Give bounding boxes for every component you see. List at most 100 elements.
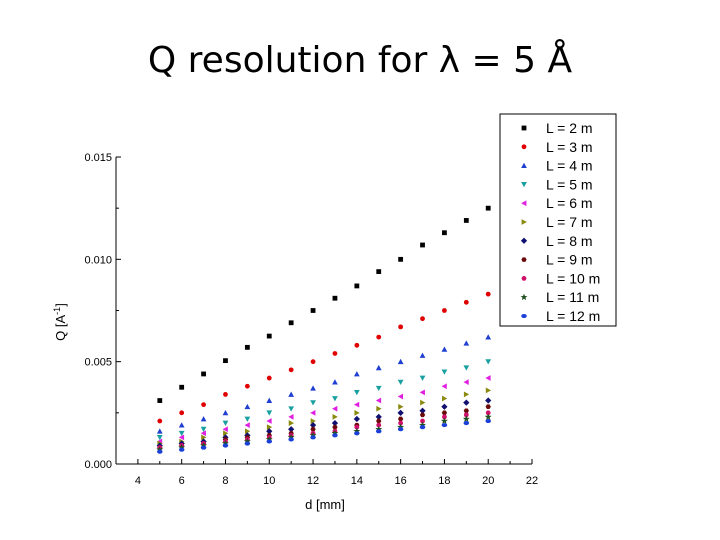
data-point: [397, 416, 404, 422]
data-point: [288, 437, 294, 442]
data-point: [332, 379, 338, 385]
data-point: [442, 308, 447, 313]
data-point: [244, 441, 251, 446]
data-point: [420, 399, 426, 406]
data-point: [266, 418, 272, 424]
data-point: [310, 400, 316, 406]
data-point: [200, 445, 207, 450]
data-point: [200, 441, 208, 449]
x-tick-label: 4: [135, 475, 141, 487]
data-point: [375, 364, 382, 371]
data-point: [485, 404, 491, 409]
data-point: [398, 403, 404, 410]
data-point: [332, 414, 338, 420]
data-point: [354, 342, 360, 348]
data-point: [266, 333, 272, 339]
x-tick-label: 6: [179, 475, 185, 487]
data-point: [353, 401, 360, 408]
data-point: [397, 409, 404, 416]
data-point: [463, 412, 469, 418]
data-point: [375, 429, 382, 434]
legend-label: L = 5 m: [546, 176, 593, 192]
series-11: [157, 418, 491, 454]
data-point: [398, 324, 404, 330]
data-point: [244, 416, 251, 422]
series-9: [157, 410, 491, 451]
data-point: [441, 383, 447, 390]
data-point: [485, 387, 492, 394]
legend-marker: [521, 276, 527, 281]
x-ticks: 4 6 8 10 12 14 16 18 20 22: [115, 459, 538, 487]
data-point: [463, 391, 470, 398]
data-point: [375, 425, 383, 433]
legend-label: L = 12 m: [546, 308, 600, 324]
data-points: [156, 205, 492, 454]
legend-label: L = 9 m: [546, 252, 593, 268]
data-point: [310, 385, 316, 391]
series-4: [156, 359, 492, 441]
data-point: [353, 415, 360, 423]
data-point: [485, 375, 491, 381]
data-point: [419, 375, 426, 381]
data-point: [310, 308, 316, 313]
series-2: [157, 291, 491, 424]
data-point: [201, 371, 206, 377]
data-point: [310, 435, 316, 440]
x-tick-label: 20: [482, 475, 494, 487]
data-point: [288, 367, 294, 373]
legend-label: L = 2 m: [546, 120, 593, 136]
data-point: [420, 242, 425, 248]
series-8: [157, 404, 491, 450]
data-point: [331, 419, 339, 427]
data-point: [376, 405, 382, 412]
y-tick-label: 0.015: [84, 152, 112, 164]
data-point: [222, 426, 228, 433]
data-point: [398, 256, 404, 262]
y-axis-title: Q [A-1]: [52, 303, 68, 341]
data-point: [288, 420, 295, 426]
legend-label: L = 7 m: [546, 214, 593, 230]
data-point: [442, 230, 447, 236]
data-point: [266, 375, 272, 381]
x-tick-label: 14: [351, 475, 363, 487]
y-axis-title-end: ]: [53, 303, 68, 307]
data-point: [266, 424, 273, 431]
data-point: [332, 295, 338, 301]
series-6: [157, 387, 492, 447]
data-point: [397, 393, 404, 400]
data-point: [376, 269, 382, 275]
series-3: [156, 334, 492, 434]
data-point: [222, 409, 229, 416]
legend-label: L = 8 m: [546, 233, 593, 249]
data-point: [375, 413, 382, 421]
legend-marker: [521, 162, 527, 168]
data-point: [332, 396, 338, 402]
data-point: [485, 205, 491, 211]
data-point: [200, 416, 207, 422]
data-point: [397, 358, 404, 365]
data-point: [419, 352, 426, 358]
data-point: [287, 433, 295, 441]
data-point: [310, 409, 316, 416]
data-point: [200, 426, 207, 433]
data-point: [462, 415, 470, 422]
data-point: [178, 444, 186, 451]
data-point: [157, 449, 163, 454]
data-point: [223, 392, 228, 397]
data-point: [463, 365, 470, 371]
legend-marker: [521, 200, 527, 207]
data-point: [156, 428, 163, 434]
data-point: [353, 371, 360, 377]
legend: L = 2 m L = 3 m L = 4 m L = 5 m L = 6 m L = 7…: [499, 113, 617, 327]
legend-label: L = 11 m: [546, 289, 599, 305]
series-1: [157, 205, 491, 403]
data-point: [353, 389, 360, 396]
data-point: [440, 417, 448, 424]
data-point: [332, 351, 338, 356]
slide-title: Q resolution for λ = 5 Å: [147, 40, 573, 81]
series-7: [156, 397, 492, 449]
data-point: [376, 422, 382, 428]
data-point: [463, 340, 470, 346]
data-point: [419, 407, 426, 414]
data-point: [178, 422, 185, 428]
